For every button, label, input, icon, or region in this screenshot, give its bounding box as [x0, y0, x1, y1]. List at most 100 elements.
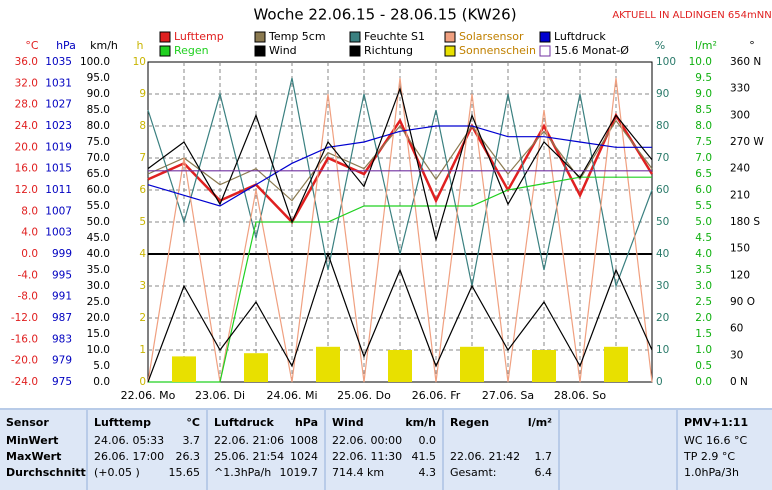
- series-line: [147, 77, 653, 289]
- y-tick-label: 12.0: [15, 184, 38, 196]
- y-tick-label: 32.0: [15, 77, 38, 89]
- y-tick-label: 3: [139, 280, 146, 292]
- y-tick-label: 30.0: [87, 280, 110, 292]
- legend-swatch: [159, 45, 171, 57]
- y-tick-label: 30: [730, 349, 743, 361]
- cell: 1.0hPa/3h: [684, 466, 740, 479]
- y-tick-label: 20: [656, 312, 669, 324]
- x-tick-label: 25.06. Do: [337, 389, 391, 402]
- y-tick-label: 75.0: [87, 136, 110, 148]
- y-tick-label: 1.5: [695, 328, 712, 340]
- y-tick-label: 0: [656, 376, 663, 388]
- y-tick-label: 8.0: [695, 120, 712, 132]
- axis-title: hPa: [56, 39, 76, 52]
- cell-label: 22.06. 11:30: [332, 450, 403, 463]
- x-tick-label: 27.06. Sa: [482, 389, 534, 402]
- y-tick-label: 4.5: [695, 232, 712, 244]
- y-tick-label: 5.0: [695, 216, 712, 228]
- y-tick-label: -20.0: [11, 355, 38, 367]
- y-tick-label: 975: [52, 376, 72, 388]
- y-tick-label: 4.0: [21, 227, 38, 239]
- y-tick-label: 6.0: [695, 184, 712, 196]
- y-tick-label: 80: [656, 120, 669, 132]
- bar: [532, 350, 556, 382]
- y-tick-label: 3.0: [695, 280, 712, 292]
- column-header: Luftdruck: [214, 416, 274, 429]
- cell-value: 3.7: [182, 434, 201, 447]
- cell-value: 6.4: [534, 466, 553, 479]
- y-tick-label: 991: [52, 291, 72, 303]
- bar: [172, 356, 196, 382]
- y-tick-label: 9: [139, 88, 146, 100]
- bar: [460, 346, 484, 382]
- y-tick-label: 3.5: [695, 264, 712, 276]
- cell-label: Gesamt:: [450, 466, 497, 479]
- y-tick-label: 70: [656, 152, 669, 164]
- column-unit: hPa: [294, 416, 318, 429]
- legend-label: 15.6 Monat-Ø: [554, 44, 629, 57]
- x-tick-label: 22.06. Mo: [121, 389, 176, 402]
- series-line: [147, 125, 652, 207]
- y-tick-label: -12.0: [11, 312, 38, 324]
- legend-label: Luftdruck: [554, 30, 606, 43]
- y-tick-label: 987: [52, 312, 72, 324]
- y-tick-label: 8: [139, 120, 146, 132]
- y-tick-label: 6.5: [695, 168, 712, 180]
- chart-title: Woche 22.06.15 - 28.06.15 (KW26): [253, 6, 516, 24]
- legend-swatch: [444, 31, 456, 43]
- y-tick-label: 0: [139, 376, 146, 388]
- legend-swatch: [444, 45, 456, 57]
- y-tick-label: 20.0: [87, 312, 110, 324]
- y-tick-label: 10: [656, 344, 669, 356]
- y-tick-label: 1011: [45, 184, 72, 196]
- y-tick-label: 1031: [45, 77, 72, 89]
- chart: Woche 22.06.15 - 28.06.15 (KW26) AKTUELL…: [11, 6, 772, 403]
- column-unit: °C: [186, 416, 200, 429]
- cell-label: 714.4 km: [332, 466, 385, 479]
- table-column: Luftdruck hPa 22.06. 21:06 1008 25.06. 21:54…: [208, 410, 324, 490]
- y-tick-label: 7: [139, 152, 146, 164]
- y-tick-label: 40.0: [87, 248, 110, 260]
- legend-label: Wind: [269, 44, 297, 57]
- legend-label: Sonnenschein: [459, 44, 536, 57]
- y-tick-label: 2.0: [695, 312, 712, 324]
- cell-value: 15.65: [168, 466, 201, 479]
- y-tick-label: 7.5: [695, 136, 712, 148]
- legend-label: Lufttemp: [174, 30, 224, 43]
- legend-swatch: [349, 45, 361, 57]
- x-tick-label: 28.06. So: [554, 389, 606, 402]
- series-line: [147, 119, 653, 202]
- y-tick-label: 983: [52, 333, 72, 345]
- y-tick-label: 20.0: [15, 141, 38, 153]
- x-tick-label: 23.06. Di: [195, 389, 245, 402]
- y-tick-label: 330: [730, 83, 750, 95]
- x-tick-label: 26.06. Fr: [412, 389, 461, 402]
- y-tick-label: 0.0: [21, 248, 38, 260]
- series-line: [147, 252, 653, 383]
- y-tick-label: 36.0: [15, 56, 38, 68]
- y-tick-label: 1027: [45, 99, 72, 111]
- y-tick-label: 28.0: [15, 99, 38, 111]
- y-tick-label: 60: [656, 184, 669, 196]
- y-tick-label: 180 S: [730, 216, 760, 228]
- y-tick-label: 8.0: [21, 205, 38, 217]
- cell-value: 1019.7: [279, 466, 319, 479]
- y-tick-label: 10.0: [87, 344, 110, 356]
- y-tick-label: 65.0: [87, 168, 110, 180]
- cell-label: ^1.3hPa/h: [214, 466, 272, 479]
- y-tick-label: 85.0: [87, 104, 110, 116]
- table-column: Regen l/m² 22.06. 21:42 1.7 Gesamt: 6.4: [444, 410, 558, 490]
- y-tick-label: 90 O: [730, 296, 755, 308]
- y-tick-label: 90: [656, 88, 669, 100]
- y-tick-label: 60.0: [87, 184, 110, 196]
- y-tick-label: 0.0: [93, 376, 110, 388]
- bar: [604, 346, 628, 382]
- y-tick-label: 1.0: [695, 344, 712, 356]
- cell: TP 2.9 °C: [684, 450, 736, 463]
- y-tick-label: 8.5: [695, 104, 712, 116]
- cell: MinWert: [6, 434, 59, 447]
- legend-label: Feuchte S1: [364, 30, 425, 43]
- column-header: Wind: [332, 416, 364, 429]
- y-tick-label: 55.0: [87, 200, 110, 212]
